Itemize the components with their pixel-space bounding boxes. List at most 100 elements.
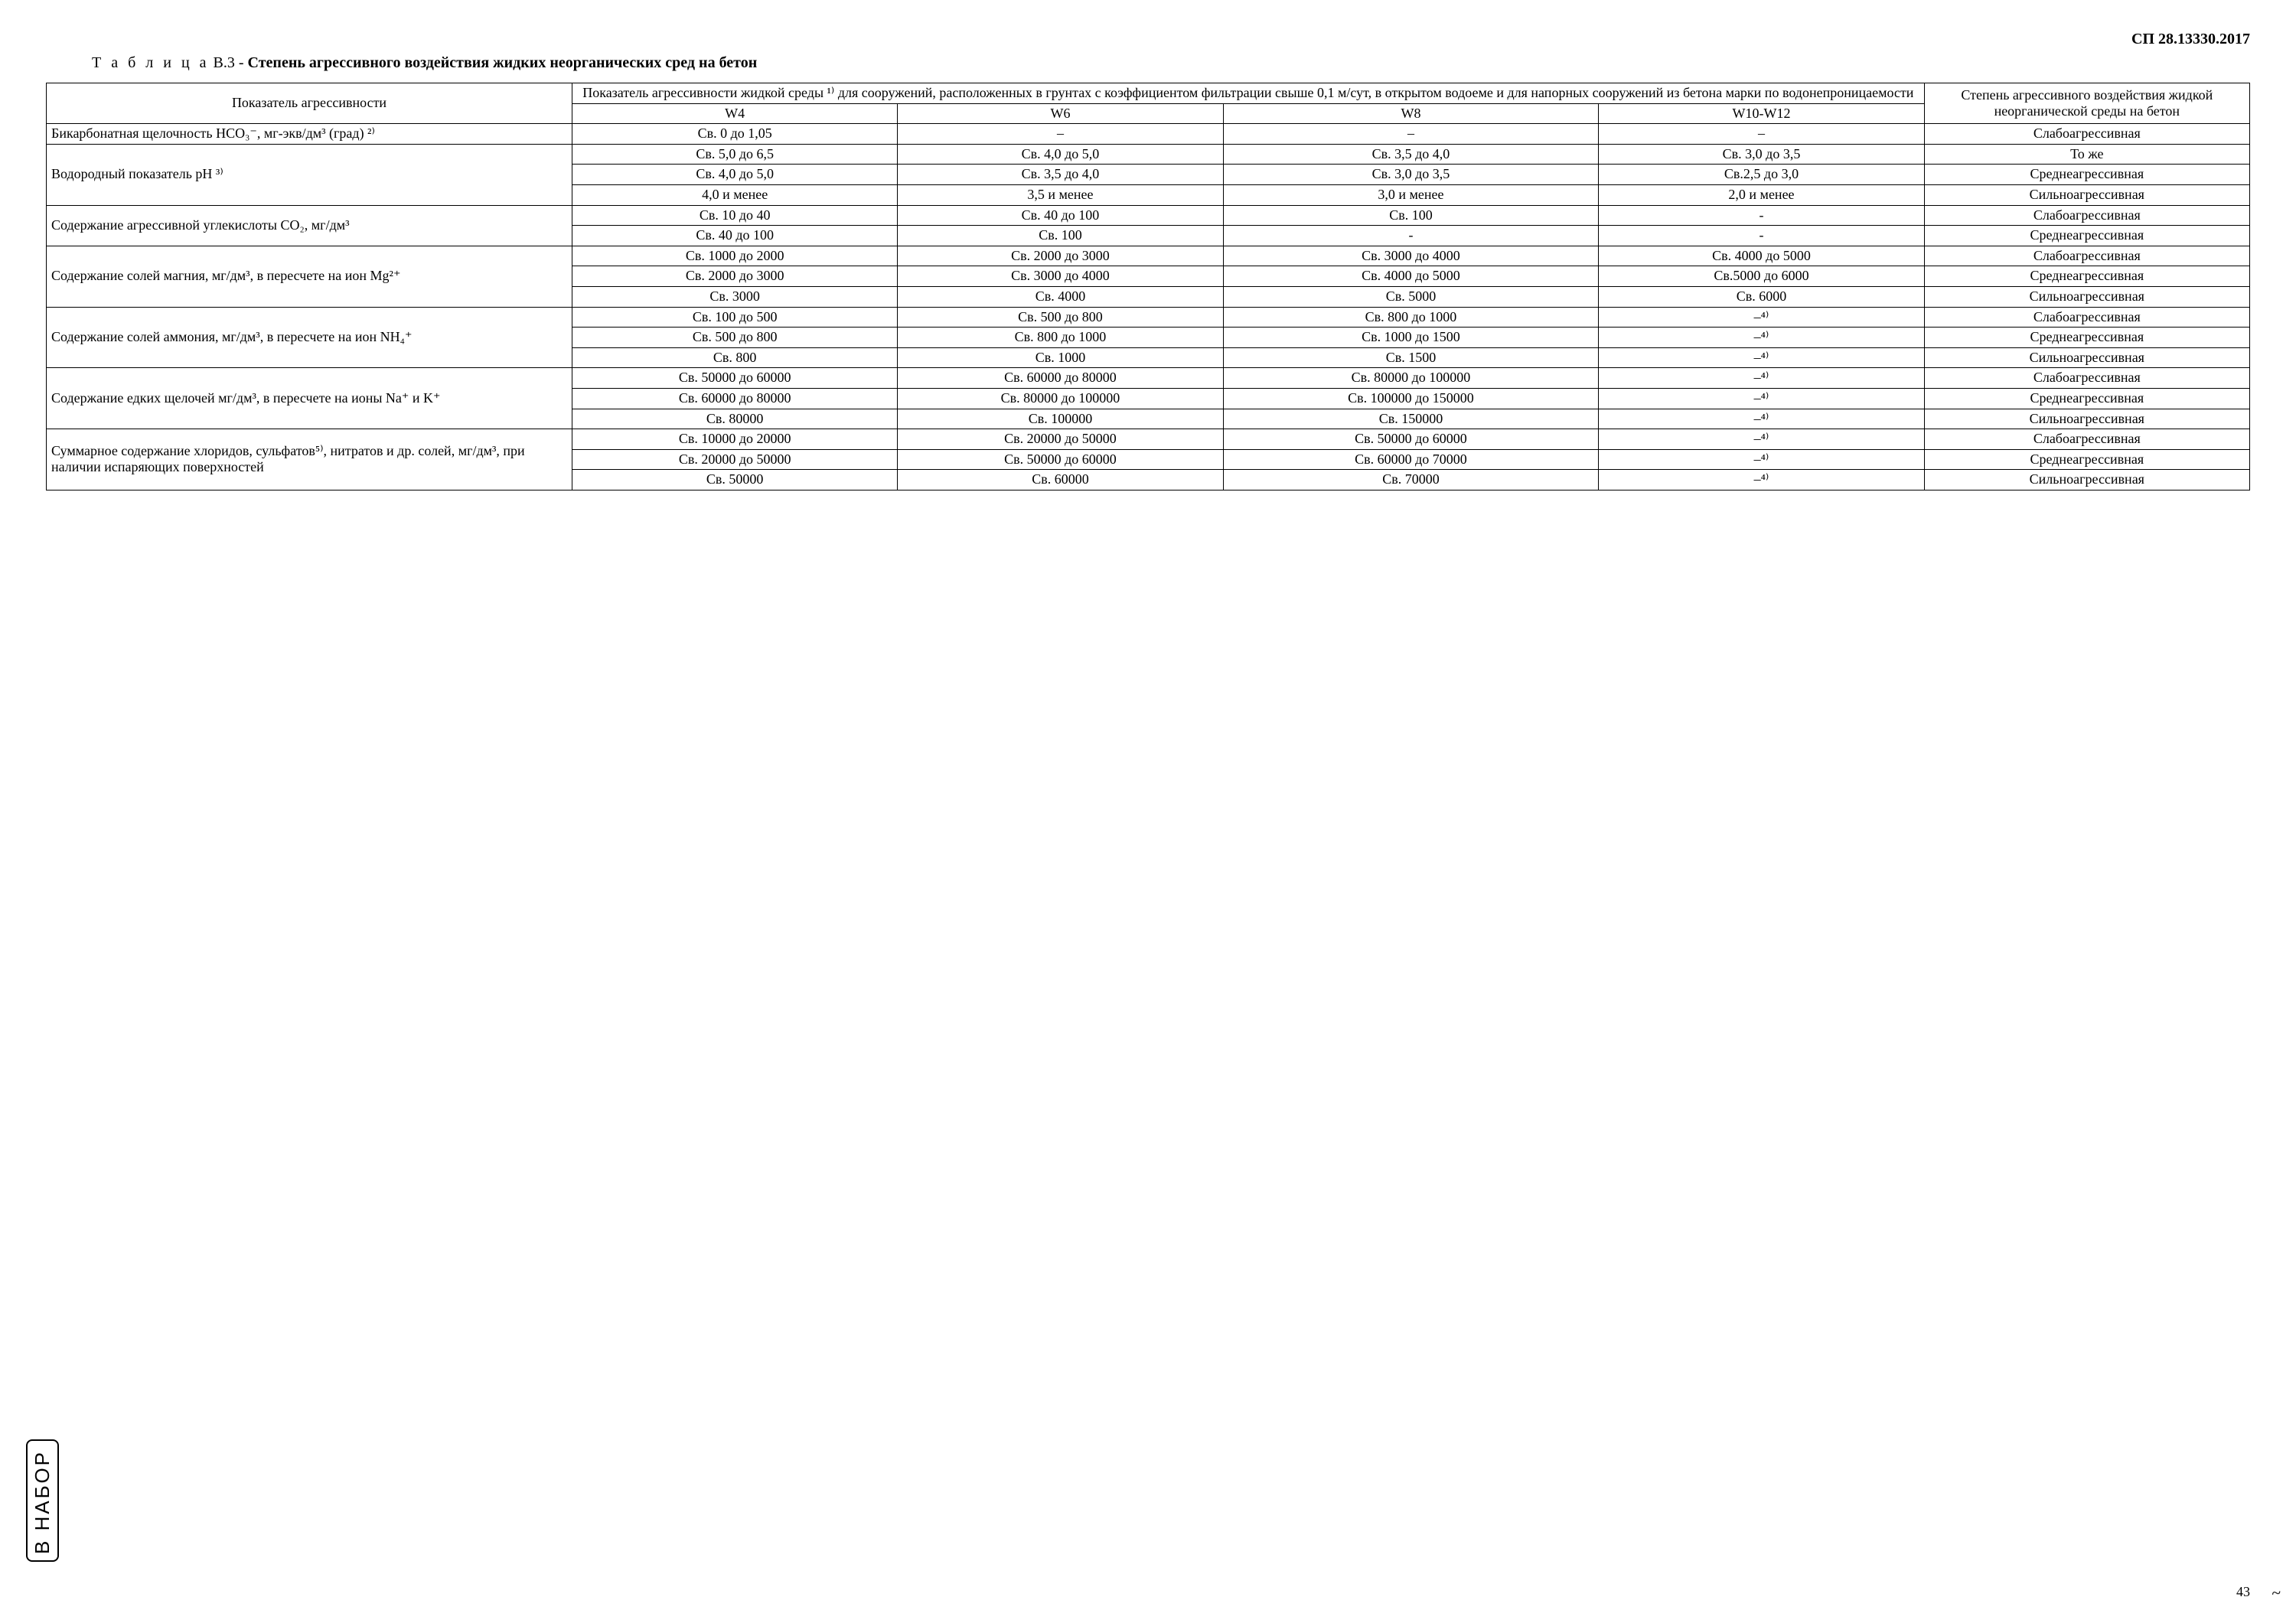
cell: Слабоагрессивная xyxy=(1924,429,2249,450)
cell: Среднеагрессивная xyxy=(1924,388,2249,409)
cell: Св. 6000 xyxy=(1599,286,1924,307)
cell: Св. 5000 xyxy=(1223,286,1599,307)
cell: Св. 100 до 500 xyxy=(572,307,898,328)
table-row: Содержание едких щелочей мг/дм³, в перес… xyxy=(47,368,2250,389)
cell: Св. 70000 xyxy=(1223,470,1599,490)
cell: 4,0 и менее xyxy=(572,184,898,205)
cell: 2,0 и менее xyxy=(1599,184,1924,205)
cell: Слабоагрессивная xyxy=(1924,124,2249,145)
main-table: Показатель агрессивности Показатель агре… xyxy=(46,83,2250,490)
row-label: Содержание солей аммония, мг/дм³, в пере… xyxy=(47,307,572,368)
cell: Св. 4000 xyxy=(898,286,1223,307)
cell: Сильноагрессивная xyxy=(1924,409,2249,429)
cell: Св. 2000 до 3000 xyxy=(898,246,1223,266)
cell: Св. 3000 до 4000 xyxy=(1223,246,1599,266)
cell: Св. 50000 до 60000 xyxy=(1223,429,1599,450)
cell: Св. 150000 xyxy=(1223,409,1599,429)
row-label: Содержание едких щелочей мг/дм³, в перес… xyxy=(47,368,572,429)
cell: Св. 100000 до 150000 xyxy=(1223,388,1599,409)
cell: Св. 4,0 до 5,0 xyxy=(898,144,1223,165)
cell: –⁴⁾ xyxy=(1599,368,1924,389)
cell: Слабоагрессивная xyxy=(1924,205,2249,226)
cell: Св. 50000 до 60000 xyxy=(572,368,898,389)
cell: Св. 20000 до 50000 xyxy=(898,429,1223,450)
cell: Св. 3000 xyxy=(572,286,898,307)
cell: Св.2,5 до 3,0 xyxy=(1599,165,1924,185)
cell: Св. 4000 до 5000 xyxy=(1599,246,1924,266)
cell: –⁴⁾ xyxy=(1599,470,1924,490)
table-row: Содержание агрессивной углекислоты CO₂, … xyxy=(47,205,2250,226)
cell: Св. 40 до 100 xyxy=(572,226,898,246)
row-label: Содержание солей магния, мг/дм³, в перес… xyxy=(47,246,572,307)
row-label: Бикарбонатная щелочность HCO₃⁻, мг-экв/д… xyxy=(47,124,572,145)
cell: –⁴⁾ xyxy=(1599,328,1924,348)
table-row: Содержание солей аммония, мг/дм³, в пере… xyxy=(47,307,2250,328)
cell: Св. 4000 до 5000 xyxy=(1223,266,1599,287)
cell: Сильноагрессивная xyxy=(1924,470,2249,490)
th-w6: W6 xyxy=(898,103,1223,124)
cell: Св. 100000 xyxy=(898,409,1223,429)
cell: Сильноагрессивная xyxy=(1924,347,2249,368)
th-w8: W8 xyxy=(1223,103,1599,124)
cell: Св. 3,0 до 3,5 xyxy=(1223,165,1599,185)
cell: – xyxy=(1223,124,1599,145)
table-row: Бикарбонатная щелочность HCO₃⁻, мг-экв/д… xyxy=(47,124,2250,145)
page-number: 43 xyxy=(2236,1584,2250,1600)
cell: Св. 50000 до 60000 xyxy=(898,449,1223,470)
cell: Сильноагрессивная xyxy=(1924,184,2249,205)
cell: Св. 1000 до 2000 xyxy=(572,246,898,266)
cell: Слабоагрессивная xyxy=(1924,307,2249,328)
row-label: Водородный показатель pH ³⁾ xyxy=(47,144,572,205)
cell: Св. 800 xyxy=(572,347,898,368)
caption-num: В.3 - xyxy=(210,54,248,71)
cell: Среднеагрессивная xyxy=(1924,449,2249,470)
th-degree: Степень агрессивного воздействия жидкой … xyxy=(1924,83,2249,124)
cell: Св. 5,0 до 6,5 xyxy=(572,144,898,165)
cell: –⁴⁾ xyxy=(1599,307,1924,328)
row-label: Суммарное содержание хлоридов, сульфатов… xyxy=(47,429,572,490)
cell: 3,0 и менее xyxy=(1223,184,1599,205)
cell: –⁴⁾ xyxy=(1599,449,1924,470)
table-row: Содержание солей магния, мг/дм³, в перес… xyxy=(47,246,2250,266)
cell: Св. 3,5 до 4,0 xyxy=(1223,144,1599,165)
cell: То же xyxy=(1924,144,2249,165)
th-w4: W4 xyxy=(572,103,898,124)
cell: Св. 60000 до 80000 xyxy=(572,388,898,409)
caption-title: Степень агрессивного воздействия жидких … xyxy=(248,54,758,71)
th-w10: W10-W12 xyxy=(1599,103,1924,124)
cell: –⁴⁾ xyxy=(1599,409,1924,429)
cell: - xyxy=(1223,226,1599,246)
th-group: Показатель агрессивности жидкой среды ¹⁾… xyxy=(572,83,1925,104)
cell: – xyxy=(898,124,1223,145)
cell: Св. 3,5 до 4,0 xyxy=(898,165,1223,185)
row-label: Содержание агрессивной углекислоты CO₂, … xyxy=(47,205,572,246)
cell: Сильноагрессивная xyxy=(1924,286,2249,307)
cell: –⁴⁾ xyxy=(1599,388,1924,409)
cell: Св. 60000 xyxy=(898,470,1223,490)
cell: Св. 50000 xyxy=(572,470,898,490)
table-row: Водородный показатель pH ³⁾ Св. 5,0 до 6… xyxy=(47,144,2250,165)
cell: –⁴⁾ xyxy=(1599,347,1924,368)
cell: Св. 20000 до 50000 xyxy=(572,449,898,470)
table-row: Суммарное содержание хлоридов, сульфатов… xyxy=(47,429,2250,450)
cell: Св. 0 до 1,05 xyxy=(572,124,898,145)
cell: Слабоагрессивная xyxy=(1924,368,2249,389)
cell: Св. 1500 xyxy=(1223,347,1599,368)
table-caption: Т а б л и ц а В.3 - Степень агрессивного… xyxy=(46,54,2250,72)
cell: Св. 40 до 100 xyxy=(898,205,1223,226)
cell: Св. 2000 до 3000 xyxy=(572,266,898,287)
cell: –⁴⁾ xyxy=(1599,429,1924,450)
signature-mark: ~ xyxy=(2271,1582,2282,1603)
cell: - xyxy=(1599,226,1924,246)
cell: Св. 3000 до 4000 xyxy=(898,266,1223,287)
cell: Св. 4,0 до 5,0 xyxy=(572,165,898,185)
cell: Среднеагрессивная xyxy=(1924,328,2249,348)
cell: Св. 80000 xyxy=(572,409,898,429)
cell: Св. 1000 до 1500 xyxy=(1223,328,1599,348)
cell: Св. 500 до 800 xyxy=(898,307,1223,328)
cell: Св. 80000 до 100000 xyxy=(1223,368,1599,389)
cell: - xyxy=(1599,205,1924,226)
cell: Св. 500 до 800 xyxy=(572,328,898,348)
cell: Св. 3,0 до 3,5 xyxy=(1599,144,1924,165)
document-code: СП 28.13330.2017 xyxy=(46,31,2250,48)
